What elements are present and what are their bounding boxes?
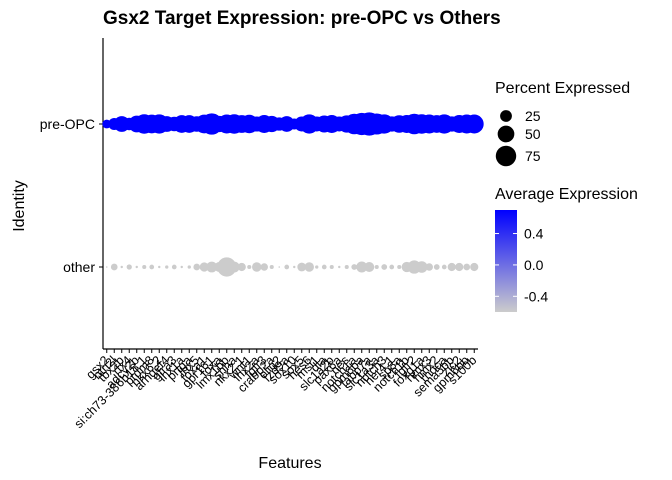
y-tick-label: pre-OPC [40, 116, 95, 132]
color-bar-label: 0.0 [524, 257, 544, 273]
dot-other [433, 264, 440, 270]
legend-size-dot [497, 125, 515, 143]
dot-other [329, 264, 334, 270]
dot-other [105, 266, 108, 268]
dot-other [269, 264, 274, 270]
dot-other [142, 264, 147, 270]
dot-other [284, 264, 290, 270]
legend-average-title: Average Expression [495, 186, 638, 203]
dot-other [237, 262, 246, 272]
dot-other [260, 263, 268, 271]
dot-pre-opc [464, 114, 484, 134]
legend-size-dot [495, 145, 517, 167]
dot-other [158, 265, 161, 269]
y-axis-title: Identity [11, 180, 28, 232]
chart-title: Gsx2 Target Expression: pre-OPC vs Other… [103, 8, 501, 29]
legend-percent-title: Percent Expressed [495, 80, 630, 97]
legend-size-label: 50 [525, 126, 541, 142]
legend-average-expression: Average Expression 0.4 0.0 -0.4 [495, 186, 638, 312]
dot-other [315, 265, 319, 269]
legend-size-label: 75 [525, 148, 541, 164]
dot-other [455, 262, 464, 272]
dot-other [470, 262, 479, 272]
dot-other [338, 265, 341, 269]
x-axis-title: Features [258, 455, 321, 472]
y-tick-label: other [63, 259, 95, 275]
color-bar [495, 210, 517, 312]
legend-percent-expressed: Percent Expressed 25 50 75 [495, 80, 630, 167]
dot-other [193, 263, 201, 271]
dot-other [351, 264, 358, 270]
dot-other [374, 264, 379, 270]
dot-other [126, 264, 132, 270]
dot-other [381, 264, 388, 270]
dot-other [441, 264, 447, 270]
dot-other [447, 262, 456, 272]
dot-other [199, 262, 209, 272]
dot-other [364, 261, 375, 273]
dot-other [165, 265, 169, 269]
legend-size-dot [500, 110, 512, 122]
dot-other [321, 264, 327, 270]
dot-other [187, 265, 191, 269]
dot-other [278, 266, 281, 268]
dot-other [149, 264, 155, 270]
dot-other [206, 261, 218, 273]
dot-other [297, 262, 307, 272]
dot-other [425, 263, 433, 271]
dot-other [463, 263, 471, 271]
dot-other [293, 265, 296, 269]
dot-other [120, 265, 123, 269]
dot-other [304, 262, 314, 272]
dot-other [415, 261, 428, 273]
dot-other [171, 264, 177, 270]
dot-other [217, 257, 237, 277]
color-bar-label: 0.4 [524, 226, 544, 242]
legend-size-label: 25 [525, 108, 541, 124]
dot-other [247, 264, 252, 270]
color-bar-label: -0.4 [524, 288, 548, 304]
dot-other [228, 261, 240, 273]
dot-other [252, 262, 262, 272]
dot-other [344, 264, 349, 270]
dot-other [180, 265, 183, 269]
plot-panel: pre-OPCothergsx2ntn2ltbx2brfx4adcy2bsi:c… [40, 38, 484, 431]
dot-other [397, 264, 402, 270]
dot-other [110, 263, 118, 271]
dot-other [389, 264, 395, 270]
dot-other [135, 265, 138, 269]
dot-other [356, 261, 368, 273]
